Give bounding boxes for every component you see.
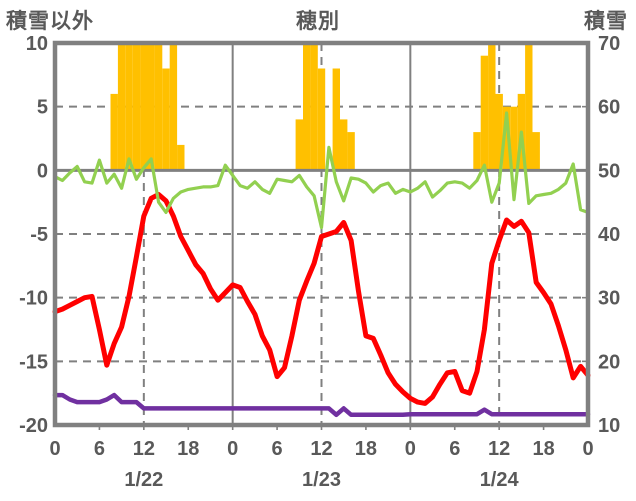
right-axis-title: 積雪 (584, 10, 628, 33)
bar (177, 144, 185, 171)
bar (295, 119, 303, 171)
bar (125, 43, 133, 171)
bar (147, 43, 155, 171)
bar (303, 43, 311, 171)
left-axis-tick-label: -20 (19, 415, 48, 437)
bar (473, 132, 481, 171)
left-axis-title: 積雪以外 (6, 10, 94, 33)
x-axis-hour-label: 18 (177, 438, 199, 460)
x-axis-hour-label: 12 (488, 438, 510, 460)
bar (488, 43, 496, 171)
x-axis-hour-label: 6 (94, 438, 105, 460)
bar (169, 43, 178, 171)
snow-depth-line-purple (52, 392, 591, 418)
right-axis-tick-label: 60 (598, 97, 620, 119)
bar (110, 93, 118, 171)
x-axis-date-label: 1/23 (302, 469, 341, 491)
green-line (53, 111, 590, 230)
right-axis-tick-label: 10 (598, 415, 620, 437)
x-axis-date-label: 1/22 (124, 469, 163, 491)
bar (532, 132, 540, 171)
x-axis-hour-label: 0 (582, 438, 593, 460)
left-axis-tick-label: -5 (30, 224, 48, 246)
x-axis-hour-label: 12 (310, 438, 332, 460)
x-axis-hour-label: 0 (49, 438, 60, 460)
bar (525, 43, 533, 171)
bar (117, 43, 126, 171)
bar (310, 43, 318, 171)
bar (480, 55, 489, 171)
bar (495, 93, 503, 171)
right-axis-tick-label: 70 (598, 33, 620, 55)
bar (154, 43, 163, 171)
left-axis-tick-label: 0 (37, 160, 48, 182)
right-axis-tick-label: 50 (598, 160, 620, 182)
left-axis-tick-label: -10 (19, 288, 48, 310)
bar (347, 132, 355, 171)
temperature-line-red (52, 192, 591, 406)
right-axis-tick-label: 20 (598, 351, 620, 373)
bar (332, 68, 340, 171)
x-axis-hour-label: 0 (405, 438, 416, 460)
bar (132, 43, 141, 171)
x-axis-date-label: 1/24 (480, 469, 520, 491)
bar (502, 106, 511, 171)
bar (317, 68, 326, 171)
bar (162, 68, 170, 171)
chart-title: 穂別 (296, 10, 340, 33)
left-axis-tick-label: -15 (19, 351, 48, 373)
x-axis-hour-label: 18 (355, 438, 377, 460)
bar (340, 119, 348, 171)
left-axis-tick-label: 10 (26, 33, 48, 55)
left-axis-tick-label: 5 (37, 97, 48, 119)
right-axis-tick-label: 30 (598, 288, 620, 310)
bar (510, 106, 518, 171)
x-axis-hour-label: 6 (449, 438, 460, 460)
x-axis-hour-label: 0 (227, 438, 238, 460)
x-axis-hour-label: 18 (532, 438, 554, 460)
bar (140, 43, 148, 171)
x-axis-hour-label: 6 (272, 438, 283, 460)
right-axis-tick-label: 40 (598, 224, 620, 246)
x-axis-hour-label: 12 (133, 438, 155, 460)
